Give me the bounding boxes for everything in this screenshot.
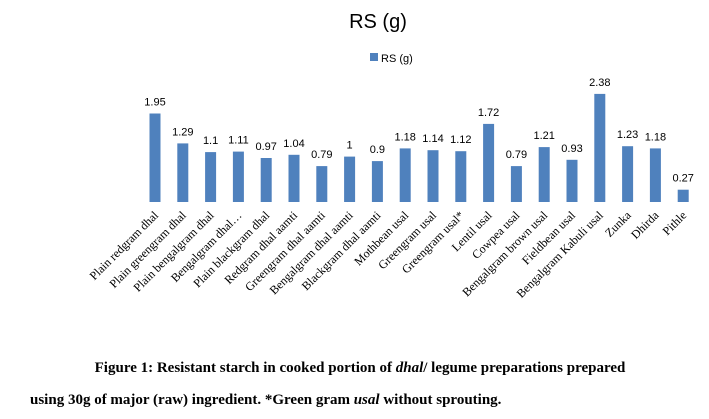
value-labels-group: 1.95 1.29 1.1 1.11 0.97 1.04 0.79 1 0.9 1.18 1.14 1…	[144, 77, 694, 185]
value-label: 0.79	[506, 149, 527, 161]
bar	[455, 151, 467, 202]
value-label: 1.1	[203, 135, 218, 147]
value-label: 0.97	[255, 141, 276, 153]
value-label: 1.18	[394, 131, 415, 143]
bar	[427, 150, 439, 202]
caption-text: / legume preparations prepared	[423, 360, 626, 376]
value-label: 0.93	[561, 143, 582, 155]
bar	[538, 147, 550, 202]
value-label: 0.9	[370, 144, 385, 156]
value-label: 1.23	[617, 129, 638, 141]
bar	[594, 93, 606, 202]
bar	[622, 146, 634, 202]
category-label: Zunka	[602, 208, 634, 240]
legend-swatch	[370, 53, 378, 61]
caption-text: Figure 1: Resistant starch in cooked por…	[94, 360, 396, 376]
bar	[177, 143, 189, 202]
value-label: 0.27	[672, 173, 693, 185]
bar	[566, 159, 578, 202]
bar-chart: RS (g) RS (g) 1.95 1.29 1.1 1.11 0.97 1.04 0.7…	[87, 11, 694, 301]
caption-emphasis: usal	[353, 392, 380, 408]
value-label: 1.12	[450, 134, 471, 146]
value-label: 1.29	[172, 126, 193, 138]
chart-title: RS (g)	[349, 11, 407, 33]
bar	[677, 189, 689, 202]
value-label: 1.72	[478, 107, 499, 119]
bar	[483, 123, 495, 202]
bar	[149, 113, 161, 202]
bar	[371, 161, 383, 202]
legend: RS (g)	[370, 53, 413, 65]
bar	[205, 152, 217, 202]
value-label: 1.14	[422, 133, 443, 145]
category-label: Dhirda	[628, 208, 662, 242]
bars-group	[149, 93, 689, 202]
bar	[510, 166, 522, 202]
figure-caption-line-2: using 30g of major (raw) ingredient. *Gr…	[30, 392, 670, 409]
figure-caption-line-1: Figure 1: Resistant starch in cooked por…	[40, 360, 680, 377]
value-label: 1.21	[533, 130, 554, 142]
legend-label: RS (g)	[381, 53, 413, 65]
bar	[288, 154, 300, 202]
category-label: Pithle	[660, 208, 690, 238]
bar	[649, 148, 661, 202]
bar	[316, 166, 328, 202]
value-label: 1.04	[283, 138, 304, 150]
value-label: 0.79	[311, 149, 332, 161]
value-label: 2.38	[589, 77, 610, 89]
value-label: 1	[347, 140, 353, 152]
caption-text: using 30g of major (raw) ingredient. *Gr…	[30, 392, 354, 408]
value-label: 1.95	[144, 97, 165, 109]
value-label: 1.18	[645, 131, 666, 143]
bar	[344, 156, 356, 202]
bar	[232, 151, 244, 202]
caption-text: without sprouting.	[379, 392, 502, 408]
bar	[260, 158, 272, 202]
value-label: 1.11	[228, 135, 249, 147]
caption-emphasis: dhal	[395, 360, 424, 376]
bar	[399, 148, 411, 202]
